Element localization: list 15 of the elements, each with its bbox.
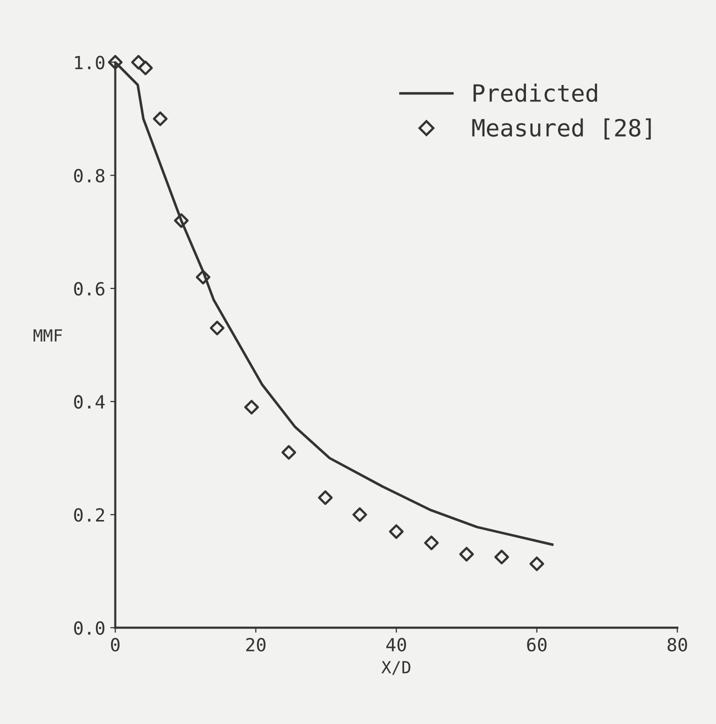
y-tick-label: 0.4 (74, 395, 105, 409)
y-tick-label: 1.0 (75, 56, 104, 70)
x-tick-label: 40 (386, 638, 406, 652)
legend-label: Measured [28] (472, 118, 651, 140)
y-tick-label: 0.6 (74, 282, 104, 296)
y-axis-title: MMF (34, 329, 62, 342)
y-tick-label: 0.2 (74, 508, 104, 522)
x-tick-label: 80 (668, 638, 688, 652)
y-tick-label: 0.8 (74, 168, 104, 183)
x-axis-title: X/D (381, 661, 410, 675)
x-tick-label: 60 (527, 638, 547, 652)
x-tick-label: 20 (246, 638, 266, 652)
y-tick-label: 0.0 (74, 621, 104, 635)
legend-label: Predicted (474, 84, 598, 102)
x-tick-label: 0 (111, 638, 120, 652)
